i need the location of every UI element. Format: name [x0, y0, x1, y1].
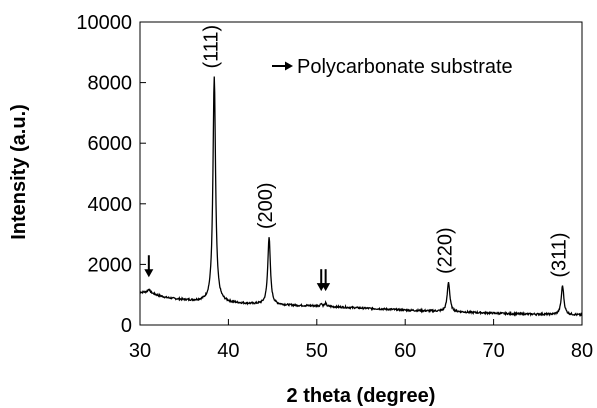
substrate-arrow-icon: [144, 255, 154, 278]
y-tick-label: 0: [121, 315, 132, 337]
x-tick-label: 40: [217, 340, 239, 362]
y-tick-label: 4000: [88, 194, 133, 216]
y-axis-title: Intensity (a.u.): [8, 104, 30, 240]
y-tick-label: 10000: [76, 12, 132, 34]
legend-label: Polycarbonate substrate: [297, 56, 513, 78]
diffraction-trace: [139, 76, 583, 317]
peak-label: (311): [549, 232, 571, 277]
x-axis: 30 40 50 60 70 80: [129, 319, 593, 362]
x-tick-label: 70: [482, 340, 504, 362]
x-tick-label: 80: [571, 340, 593, 362]
x-tick-label: 30: [129, 340, 151, 362]
x-axis-title: 2 theta (degree): [287, 385, 436, 407]
x-tick-label: 50: [306, 340, 328, 362]
substrate-arrow-icon: [321, 269, 331, 292]
peak-label: (111): [200, 25, 222, 69]
y-axis: 0 2000 4000 6000 8000 10000: [76, 12, 146, 337]
peak-labels: (111) (200) (220) (311): [200, 25, 570, 278]
plot-frame: [139, 21, 583, 326]
legend: Polycarbonate substrate: [272, 56, 513, 78]
legend-arrow-icon: [272, 61, 293, 71]
plot-area: [139, 76, 583, 317]
peak-label: (200): [255, 182, 277, 229]
x-tick-label: 60: [394, 340, 416, 362]
y-tick-label: 8000: [88, 73, 133, 95]
peak-label: (220): [435, 227, 457, 274]
y-tick-label: 6000: [88, 133, 133, 155]
substrate-arrows: [144, 255, 331, 292]
y-tick-label: 2000: [88, 254, 133, 276]
